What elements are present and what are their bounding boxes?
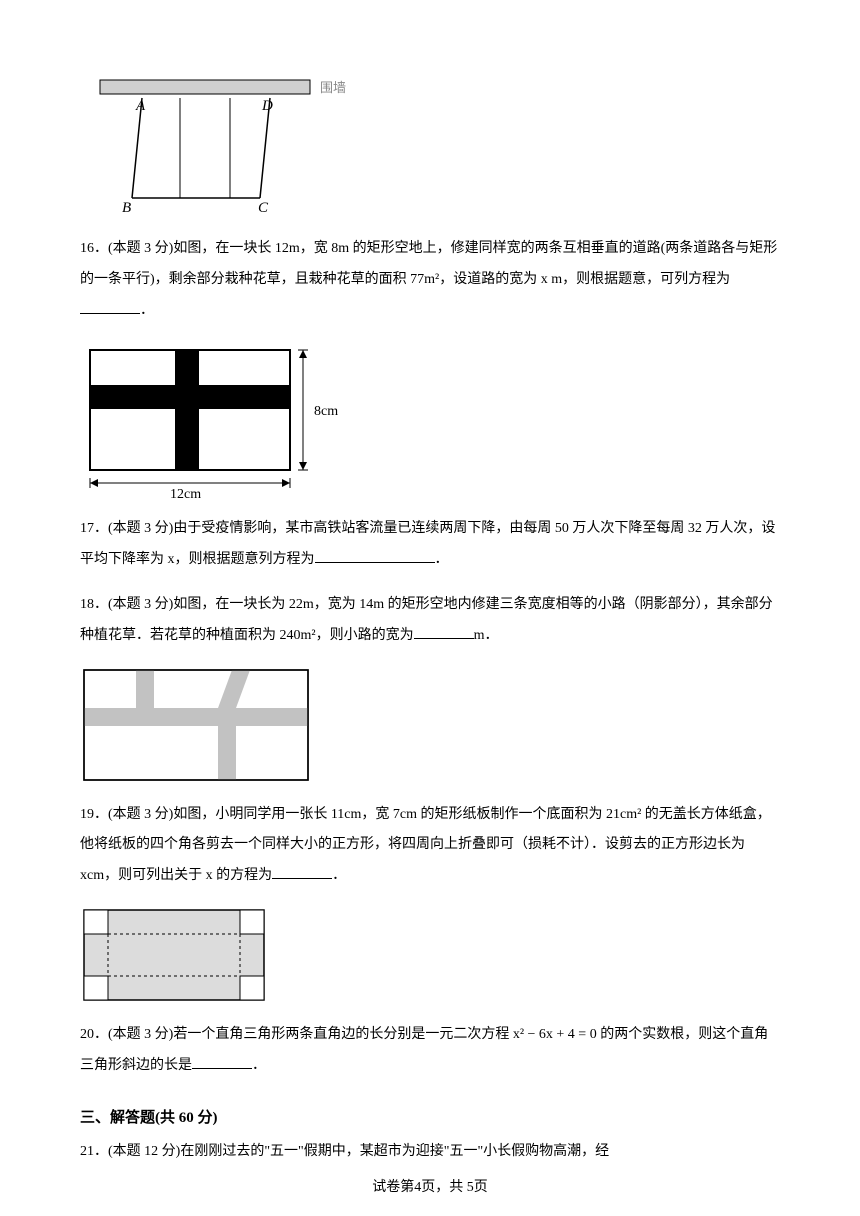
label-d: D xyxy=(261,98,273,114)
q16-blank xyxy=(80,300,140,314)
q15-svg: 围墙 A D B C xyxy=(80,70,360,220)
q18-figure xyxy=(80,666,780,786)
q21-text: 21．(本题 12 分)在刚刚过去的"五一"假期中，某超市为迎接"五一"小长假购… xyxy=(80,1144,609,1159)
q18-blank xyxy=(414,625,474,639)
label-a: A xyxy=(135,98,146,114)
label-wall: 围墙 xyxy=(320,80,346,95)
label-12cm: 12cm xyxy=(170,487,201,500)
q20: 20．(本题 3 分)若一个直角三角形两条直角边的长分别是一元二次方程 x² −… xyxy=(80,1020,780,1082)
q18-suffix: m． xyxy=(474,628,499,643)
q18: 18．(本题 3 分)如图，在一块长为 22m，宽为 14m 的矩形空地内修建三… xyxy=(80,590,780,652)
q20-blank xyxy=(192,1055,252,1069)
q21: 21．(本题 12 分)在刚刚过去的"五一"假期中，某超市为迎接"五一"小长假购… xyxy=(80,1137,780,1168)
label-b: B xyxy=(122,200,131,216)
q16-suffix: ． xyxy=(140,303,154,318)
q17-blank xyxy=(315,549,435,563)
label-8cm: 8cm xyxy=(314,404,338,419)
q16-svg: 8cm 12cm xyxy=(80,340,370,500)
q16: 16．(本题 3 分)如图，在一块长 12m，宽 8m 的矩形空地上，修建同样宽… xyxy=(80,234,780,326)
section-3-title: 三、解答题(共 60 分) xyxy=(80,1106,780,1127)
q15-figure: 围墙 A D B C xyxy=(80,70,780,220)
q16-figure: 8cm 12cm xyxy=(80,340,780,500)
q19-blank xyxy=(272,865,332,879)
q17: 17．(本题 3 分)由于受疫情影响，某市高铁站客流量已连续两周下降，由每周 5… xyxy=(80,514,780,576)
q19-suffix: ． xyxy=(332,868,346,883)
q19-svg xyxy=(80,906,270,1006)
q20-suffix: ． xyxy=(252,1058,266,1073)
q16-text: 16．(本题 3 分)如图，在一块长 12m，宽 8m 的矩形空地上，修建同样宽… xyxy=(80,241,777,287)
label-c: C xyxy=(258,200,269,216)
page-footer: 试卷第4页，共 5页 xyxy=(0,1176,860,1196)
q19-figure xyxy=(80,906,780,1006)
q19-text: 19．(本题 3 分)如图，小明同学用一张长 11cm，宽 7cm 的矩形纸板制… xyxy=(80,807,771,884)
q19: 19．(本题 3 分)如图，小明同学用一张长 11cm，宽 7cm 的矩形纸板制… xyxy=(80,800,780,892)
q20-text: 20．(本题 3 分)若一个直角三角形两条直角边的长分别是一元二次方程 x² −… xyxy=(80,1027,768,1073)
q18-svg xyxy=(80,666,316,786)
q17-suffix: ． xyxy=(435,552,449,567)
